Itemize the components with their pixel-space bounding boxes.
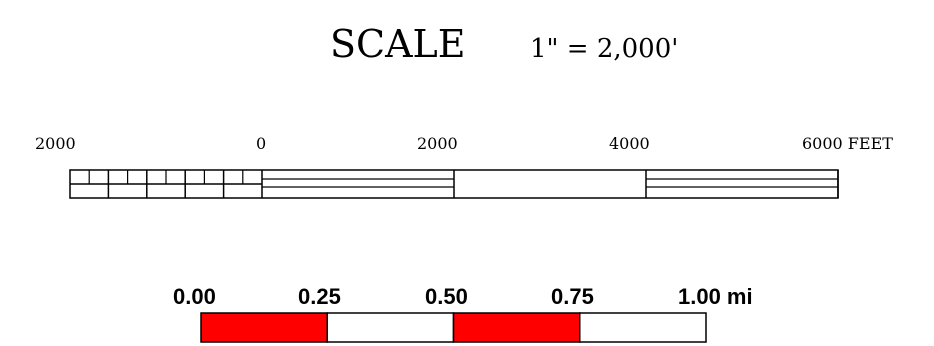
mile-label-050: 0.50 — [425, 284, 468, 309]
feet-label-left: 2000 — [35, 134, 76, 153]
mile-label-025: 0.25 — [298, 284, 341, 309]
feet-label-2000: 2000 — [417, 134, 458, 153]
feet-label-6000: 6000 FEET — [802, 134, 893, 153]
scale-title: SCALE — [330, 22, 466, 66]
mile-label-075: 0.75 — [551, 284, 594, 309]
mile-segment-1 — [326, 312, 455, 343]
feet-scale-bar — [69, 169, 839, 199]
mile-scale-bar — [200, 312, 707, 343]
feet-label-4000: 4000 — [609, 134, 650, 153]
mile-segment-2 — [452, 312, 581, 343]
mile-segment-3 — [579, 312, 707, 343]
mile-segment-0 — [200, 312, 328, 343]
mile-label-100: 1.00 mi — [678, 284, 753, 309]
scale-ratio: 1" = 2,000' — [530, 34, 678, 64]
mile-label-0: 0.00 — [173, 284, 216, 309]
feet-label-0: 0 — [256, 134, 266, 153]
